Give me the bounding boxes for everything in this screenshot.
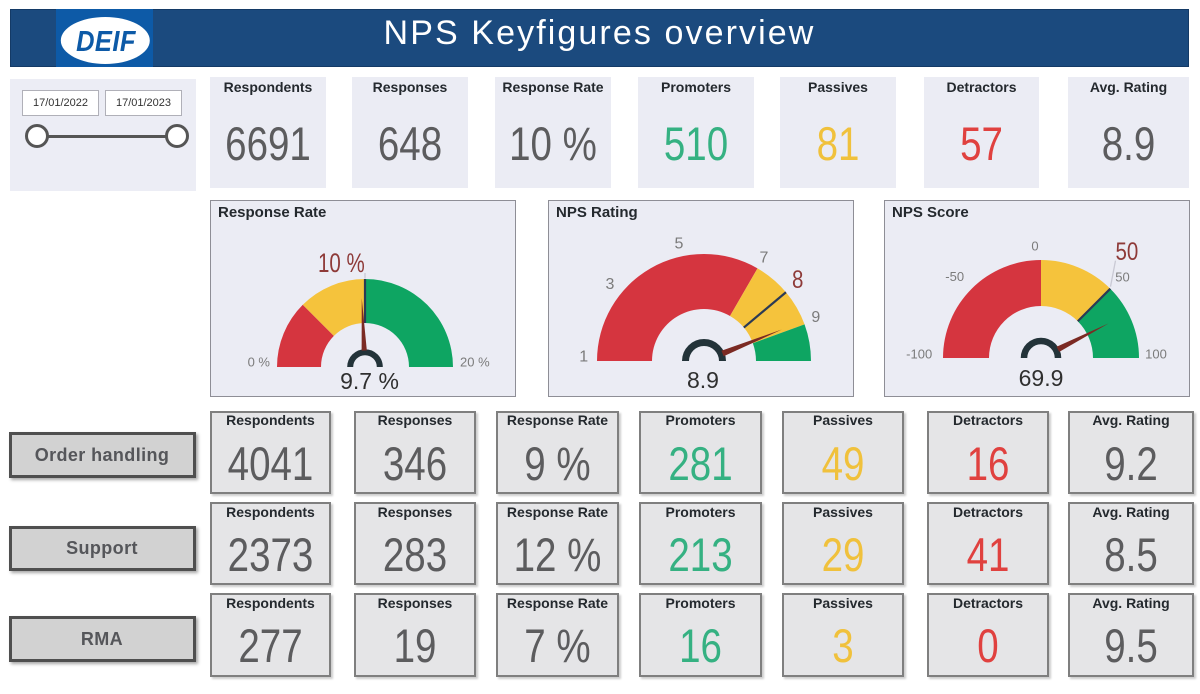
svg-text:1: 1 [579,348,588,365]
svg-text:8.9: 8.9 [687,367,719,393]
svg-text:3: 3 [606,276,615,293]
svg-text:0: 0 [1031,239,1038,254]
svg-text:50: 50 [1115,270,1129,285]
svg-text:20 %: 20 % [460,355,490,370]
svg-text:DEIF: DEIF [76,24,137,57]
svg-text:9: 9 [811,309,820,326]
svg-text:100: 100 [1145,347,1167,362]
svg-text:50: 50 [1115,237,1138,265]
svg-text:8: 8 [792,265,803,293]
svg-text:9.7 %: 9.7 % [340,368,399,394]
svg-text:7: 7 [760,249,769,266]
svg-text:69.9: 69.9 [1019,365,1064,391]
svg-text:10 %: 10 % [318,248,365,278]
svg-text:-50: -50 [945,269,964,284]
svg-text:-100: -100 [906,347,932,362]
svg-text:5: 5 [675,235,684,252]
svg-text:0 %: 0 % [248,355,271,370]
